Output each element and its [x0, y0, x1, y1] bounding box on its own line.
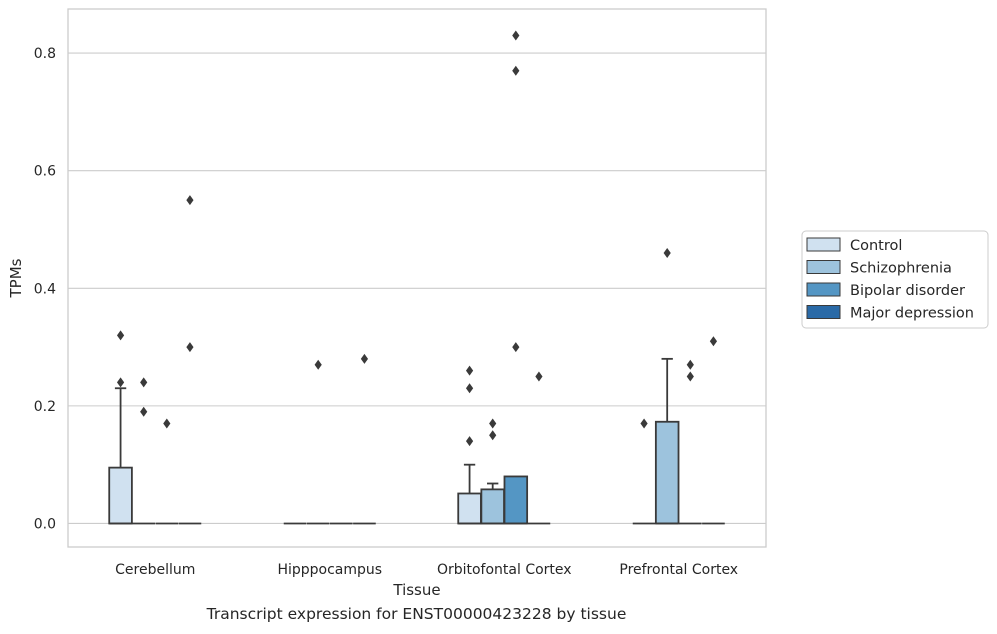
outlier-point	[314, 359, 322, 370]
outlier-point	[686, 371, 694, 382]
y-tick-label: 0.6	[34, 164, 56, 180]
outlier-point	[686, 359, 694, 370]
x-tick-label: Cerebellum	[115, 562, 195, 578]
y-tick-label: 0.8	[34, 46, 56, 62]
outlier-point	[116, 330, 125, 341]
outlier-point	[663, 248, 671, 259]
legend-label: Control	[850, 238, 902, 254]
legend-swatch	[806, 305, 841, 319]
plot-area-frame	[67, 8, 767, 548]
legend-swatch	[806, 282, 841, 297]
outlier-point	[186, 342, 194, 353]
box-control	[457, 492, 482, 525]
outlier-point	[465, 436, 474, 447]
box-bipolar-disorder	[503, 475, 529, 525]
y-tick-label: 0.4	[34, 281, 56, 297]
y-tick-label: 0.0	[34, 516, 56, 532]
x-tick-labels: Cerebellum Hipppocampus Orbitofontal Corte…	[115, 562, 738, 578]
outlier-point	[360, 353, 369, 364]
box-schizophrenia	[654, 420, 680, 525]
outlier-point	[535, 371, 543, 382]
x-tick-label: Orbitofontal Cortex	[437, 562, 572, 578]
outlier-point	[640, 418, 648, 429]
box-schizophrenia	[480, 488, 505, 525]
outlier-point	[116, 377, 125, 388]
outlier-point	[140, 406, 148, 417]
x-axis-label: Tissue	[392, 581, 440, 599]
y-tick-labels: 0.0 0.2 0.4 0.6 0.8	[34, 46, 56, 532]
outlier-point	[465, 365, 474, 376]
legend: Control Schizophrenia Bipolar disorder Majo…	[801, 230, 989, 329]
chart-caption: Transcript expression for ENST0000042322…	[206, 605, 627, 623]
x-tick-label: Prefrontal Cortex	[619, 562, 738, 578]
legend-swatch	[806, 260, 841, 274]
outlier-point	[489, 418, 497, 429]
outlier-point	[163, 418, 171, 429]
outlier-point	[465, 383, 474, 394]
outlier-points	[116, 30, 718, 447]
y-tick-label: 0.2	[34, 399, 56, 415]
legend-label: Schizophrenia	[850, 261, 952, 277]
box-control	[108, 466, 133, 525]
legend-swatch	[806, 237, 841, 252]
y-axis-label: TPMs	[7, 258, 25, 298]
outlier-point	[489, 430, 497, 441]
outlier-point	[140, 377, 148, 388]
legend-frame	[801, 230, 989, 329]
x-tick-label: Hipppocampus	[277, 562, 382, 578]
outlier-point	[512, 30, 520, 41]
outlier-point	[186, 195, 194, 206]
outlier-point	[512, 342, 520, 353]
legend-label: Major depression	[850, 306, 974, 322]
boxes	[108, 357, 725, 525]
outlier-point	[512, 65, 520, 76]
outlier-point	[709, 336, 718, 347]
legend-label: Bipolar disorder	[850, 283, 965, 299]
